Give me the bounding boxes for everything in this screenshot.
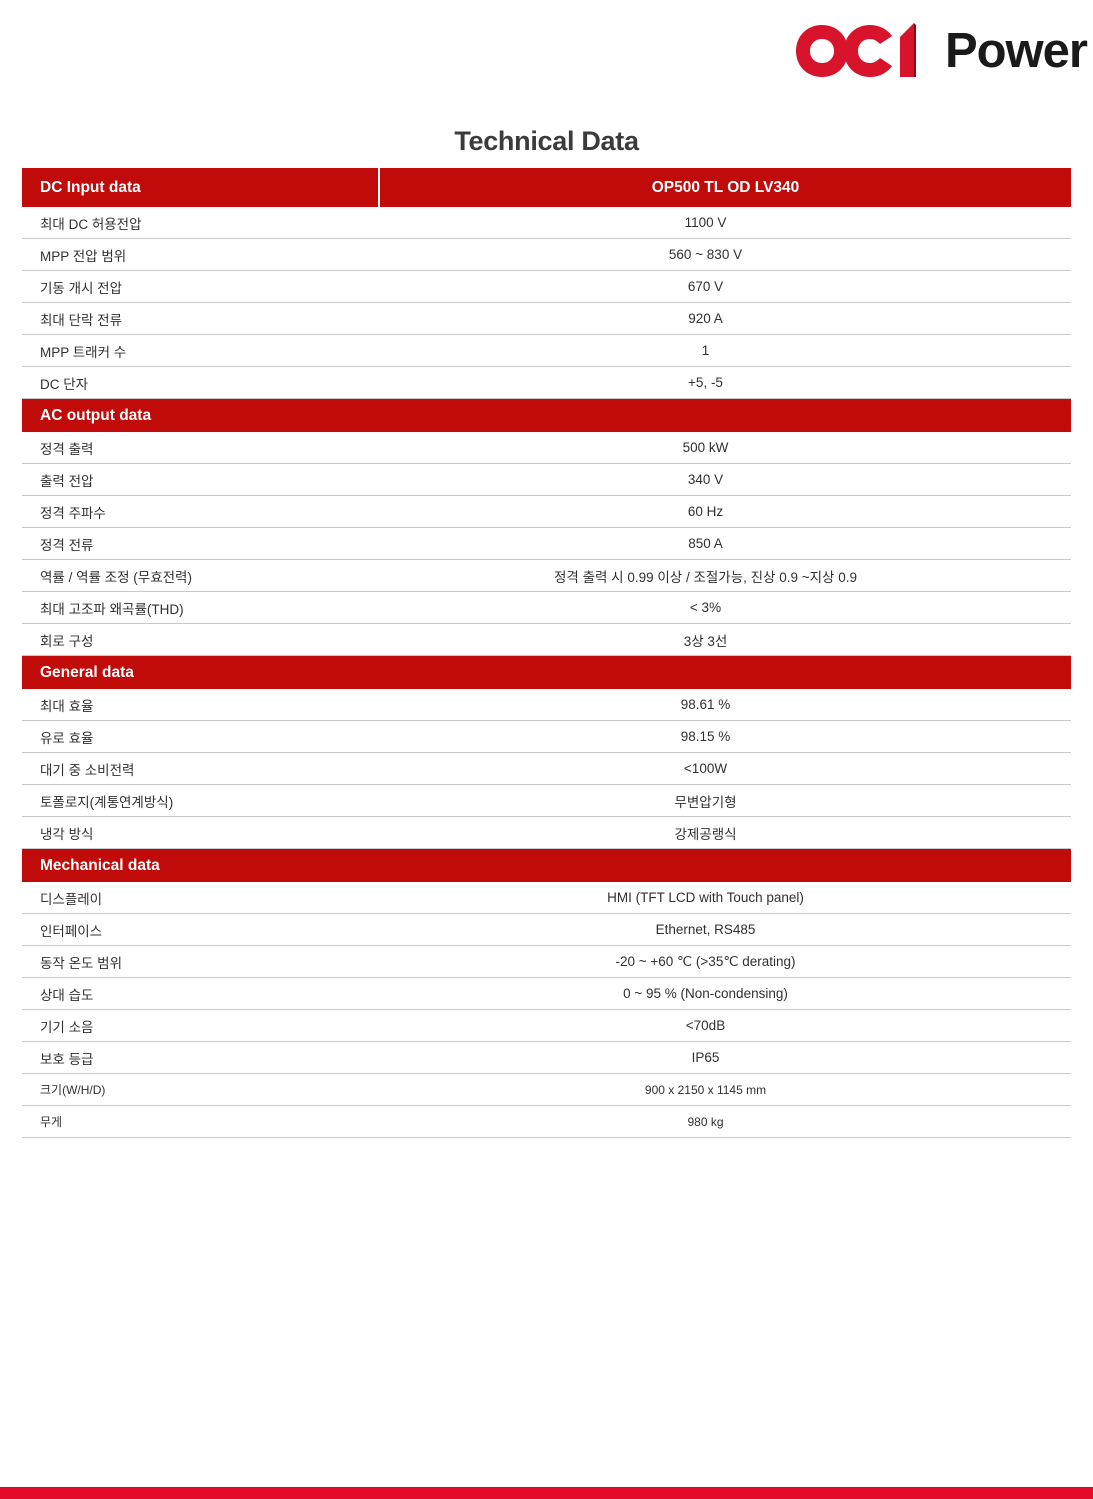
table-row: 회로 구성 3상 3선 (22, 624, 1071, 656)
technical-data-table: DC Input data OP500 TL OD LV340 최대 DC 허용… (22, 168, 1071, 1138)
table-row: 출력 전압 340 V (22, 464, 1071, 496)
table-row: 최대 단락 전류 920 A (22, 303, 1071, 335)
table-row: 유로 효율 98.15 % (22, 721, 1071, 753)
row-value: 850 A (688, 536, 723, 551)
row-label: 디스플레이 (40, 891, 103, 907)
row-value: 500 kW (682, 440, 729, 455)
table-row: 크기(W/H/D) 900 x 2150 x 1145 mm (22, 1074, 1071, 1106)
row-value: 980 kg (687, 1114, 724, 1129)
table-row: 디스플레이 HMI (TFT LCD with Touch panel) (22, 882, 1071, 914)
row-value: 강제공랭식 (674, 826, 737, 842)
row-value: 670 V (687, 279, 724, 294)
row-value: 1 (701, 343, 710, 358)
row-value: <100W (683, 761, 728, 776)
row-label: 크기(W/H/D) (40, 1083, 106, 1097)
row-value: 98.61 % (680, 697, 731, 712)
row-label: 인터페이스 (40, 923, 103, 939)
row-label: 정격 주파수 (40, 505, 106, 521)
table-row: 기동 개시 전압 670 V (22, 271, 1071, 303)
row-label: 최대 효율 (40, 698, 94, 714)
table-row: 인터페이스 Ethernet, RS485 (22, 914, 1071, 946)
row-label: 무게 (40, 1115, 63, 1129)
row-label: 정격 전류 (40, 537, 94, 553)
section-header-row: Mechanical data (22, 849, 1071, 882)
row-label: 유로 효율 (40, 730, 94, 746)
section-header-row: General data (22, 656, 1071, 689)
row-label: 기기 소음 (40, 1019, 94, 1035)
row-value: 1100 V (684, 215, 727, 230)
row-value: 정격 출력 시 0.99 이상 / 조절가능, 진상 0.9 ~지상 0.9 (553, 569, 857, 585)
table-row: 정격 출력 500 kW (22, 432, 1071, 464)
row-label: 최대 DC 허용전압 (40, 216, 142, 232)
table-row: 최대 DC 허용전압 1100 V (22, 207, 1071, 239)
row-value: 0 ~ 95 % (Non-condensing) (623, 986, 788, 1001)
row-value: IP65 (691, 1050, 720, 1065)
row-label: 회로 구성 (40, 633, 94, 649)
row-label: 최대 고조파 왜곡률(THD) (40, 601, 184, 617)
table-row: 최대 고조파 왜곡률(THD) < 3% (22, 592, 1071, 624)
table-row: 토폴로지(계통연계방식) 무변압기형 (22, 785, 1071, 817)
table-row: 동작 온도 범위 -20 ~ +60 ℃ (>35℃ derating) (22, 946, 1071, 978)
table-header-model: OP500 TL OD LV340 (651, 178, 800, 196)
table-row: MPP 전압 범위 560 ~ 830 V (22, 239, 1071, 271)
section-header-row: AC output data (22, 399, 1071, 432)
row-value: 560 ~ 830 V (668, 247, 743, 262)
row-value: -20 ~ +60 ℃ (>35℃ derating) (615, 953, 796, 969)
row-label: 출력 전압 (40, 473, 94, 489)
oci-logo-icon (795, 23, 916, 77)
row-label: 최대 단락 전류 (40, 312, 123, 328)
brand-wordmark: Power (944, 23, 1088, 78)
table-row: 정격 전류 850 A (22, 528, 1071, 560)
row-label: MPP 전압 범위 (40, 248, 127, 264)
table-row: 상대 습도 0 ~ 95 % (Non-condensing) (22, 978, 1071, 1010)
table-row: 대기 중 소비전력 <100W (22, 753, 1071, 785)
table-header-row: DC Input data OP500 TL OD LV340 (22, 168, 1071, 207)
row-value: 340 V (687, 472, 724, 487)
brand-logo: Power (794, 20, 1088, 82)
table-row: 무게 980 kg (22, 1106, 1071, 1138)
table-row: DC 단자 +5, -5 (22, 367, 1071, 399)
table-row: 냉각 방식 강제공랭식 (22, 817, 1071, 849)
row-label: DC 단자 (40, 376, 89, 392)
row-label: 정격 출력 (40, 441, 94, 457)
section-header-label: Mechanical data (40, 857, 160, 874)
row-label: MPP 트래커 수 (40, 344, 127, 360)
page-title: Technical Data (454, 126, 639, 156)
footer-accent-bar (0, 1487, 1093, 1499)
row-label: 역률 / 역률 조정 (무효전력) (40, 569, 192, 585)
table-row: MPP 트래커 수 1 (22, 335, 1071, 367)
row-value: Ethernet, RS485 (655, 922, 756, 937)
table-header-category: DC Input data (22, 168, 380, 207)
table-row: 기기 소음 <70dB (22, 1010, 1071, 1042)
row-label: 보호 등급 (40, 1051, 94, 1067)
table-row: 정격 주파수 60 Hz (22, 496, 1071, 528)
row-value: <70dB (685, 1018, 726, 1033)
row-label: 동작 온도 범위 (40, 955, 123, 971)
section-header-label: General data (40, 664, 134, 681)
row-label: 대기 중 소비전력 (40, 762, 135, 778)
row-value: 60 Hz (687, 504, 724, 519)
row-value: HMI (TFT LCD with Touch panel) (607, 890, 804, 905)
row-value: 98.15 % (680, 729, 731, 744)
section-header-label: AC output data (40, 407, 152, 424)
table-row: 역률 / 역률 조정 (무효전력) 정격 출력 시 0.99 이상 / 조절가능,… (22, 560, 1071, 592)
table-row: 보호 등급 IP65 (22, 1042, 1071, 1074)
row-value: 900 x 2150 x 1145 mm (644, 1082, 767, 1097)
row-value: 무변압기형 (674, 794, 737, 810)
table-row: 최대 효율 98.61 % (22, 689, 1071, 721)
row-value: 920 A (688, 311, 723, 326)
row-value: 3상 3선 (683, 633, 728, 649)
row-label: 기동 개시 전압 (40, 280, 123, 296)
row-label: 상대 습도 (40, 987, 94, 1003)
row-value: < 3% (689, 600, 722, 615)
table-body: 최대 DC 허용전압 1100 V MPP 전압 범위 560 ~ 830 V 기동 개… (22, 207, 1071, 1138)
row-label: 냉각 방식 (40, 826, 94, 842)
row-label: 토폴로지(계통연계방식) (40, 794, 174, 810)
row-value: +5, -5 (688, 375, 723, 390)
